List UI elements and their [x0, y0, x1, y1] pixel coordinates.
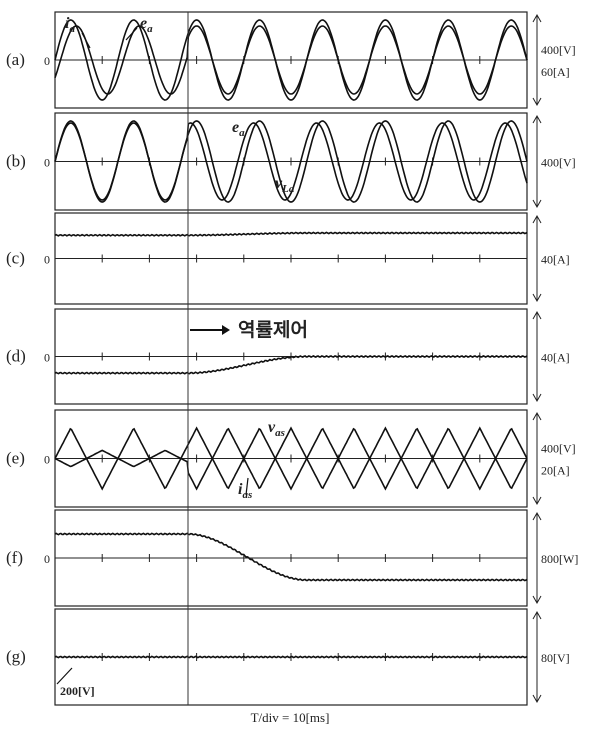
scale-label: 400[V] [541, 442, 576, 456]
scale-arrow-down [532, 595, 542, 605]
scale-arrow-up [532, 310, 542, 320]
series-i_d [54, 231, 528, 237]
annotation-e: ea [232, 119, 245, 139]
scale-label: 80[V] [541, 651, 570, 665]
scale-label: 40[A] [541, 351, 570, 365]
panel-label-2: (b) [6, 152, 26, 171]
scale-arrow-up [532, 114, 542, 124]
annotation-subscript: a [69, 23, 75, 35]
series-i_q [54, 354, 528, 375]
annotation-subscript: as [242, 489, 252, 501]
scale-label: 40[A] [541, 253, 570, 267]
zero-label-3: 0 [44, 253, 50, 267]
annotation-200[V]: 200[V] [60, 684, 95, 698]
zero-label-5: 0 [44, 453, 50, 467]
pointer-ias [245, 477, 249, 496]
series-v_dc [54, 655, 528, 659]
control-arrow-head [222, 325, 230, 335]
annotation-i: ias [238, 481, 252, 501]
scale-arrow-down [532, 393, 542, 403]
pointer-ia [81, 32, 91, 49]
annotation-v: vas [268, 419, 285, 439]
pointer-ea [125, 27, 138, 41]
scale-arrow-down [532, 694, 542, 704]
scale-arrow-down [532, 496, 542, 506]
pointer-200v [56, 667, 73, 685]
series-e_a [54, 120, 528, 203]
scale-arrow-down [532, 97, 542, 107]
series-Q [54, 532, 528, 582]
scale-arrow-up [532, 610, 542, 620]
annotation-subscript: La [281, 183, 295, 195]
scale-label: 400[V] [541, 156, 576, 170]
zero-label-4: 0 [44, 351, 50, 365]
annotation-역률제어: 역률제어 [238, 319, 308, 341]
scale-arrow-down [532, 199, 542, 209]
panel-label-3: (c) [6, 249, 25, 268]
scale-label: 20[A] [541, 464, 570, 478]
annotation-subscript: as [275, 427, 285, 439]
scale-label: 800[W] [541, 552, 578, 566]
zero-label-6: 0 [44, 552, 50, 566]
scale-arrow-up [532, 214, 542, 224]
series-i_as [54, 426, 528, 491]
panel-label-1: (a) [6, 50, 25, 69]
series-v_La [54, 122, 528, 201]
scale-label: 60[A] [541, 65, 570, 79]
panel-label-5: (e) [6, 449, 25, 468]
zero-label-1: 0 [44, 54, 50, 68]
zero-label-2: 0 [44, 156, 50, 170]
annotation-subscript: a [147, 23, 153, 35]
scale-arrow-up [532, 511, 542, 521]
annotation-subscript: a [239, 127, 245, 139]
series-v_as [54, 426, 528, 491]
scale-arrow-up [532, 13, 542, 23]
panel-label-4: (d) [6, 347, 26, 366]
annotation-i: ia [65, 15, 75, 35]
panel-label-7: (g) [6, 647, 26, 666]
scale-label: 400[V] [541, 43, 576, 57]
scale-arrow-down [532, 293, 542, 303]
series-e_a [54, 19, 528, 101]
panel-label-6: (f) [6, 548, 23, 567]
time-base-label: T/div = 10[ms] [251, 710, 330, 725]
scale-arrow-up [532, 411, 542, 421]
